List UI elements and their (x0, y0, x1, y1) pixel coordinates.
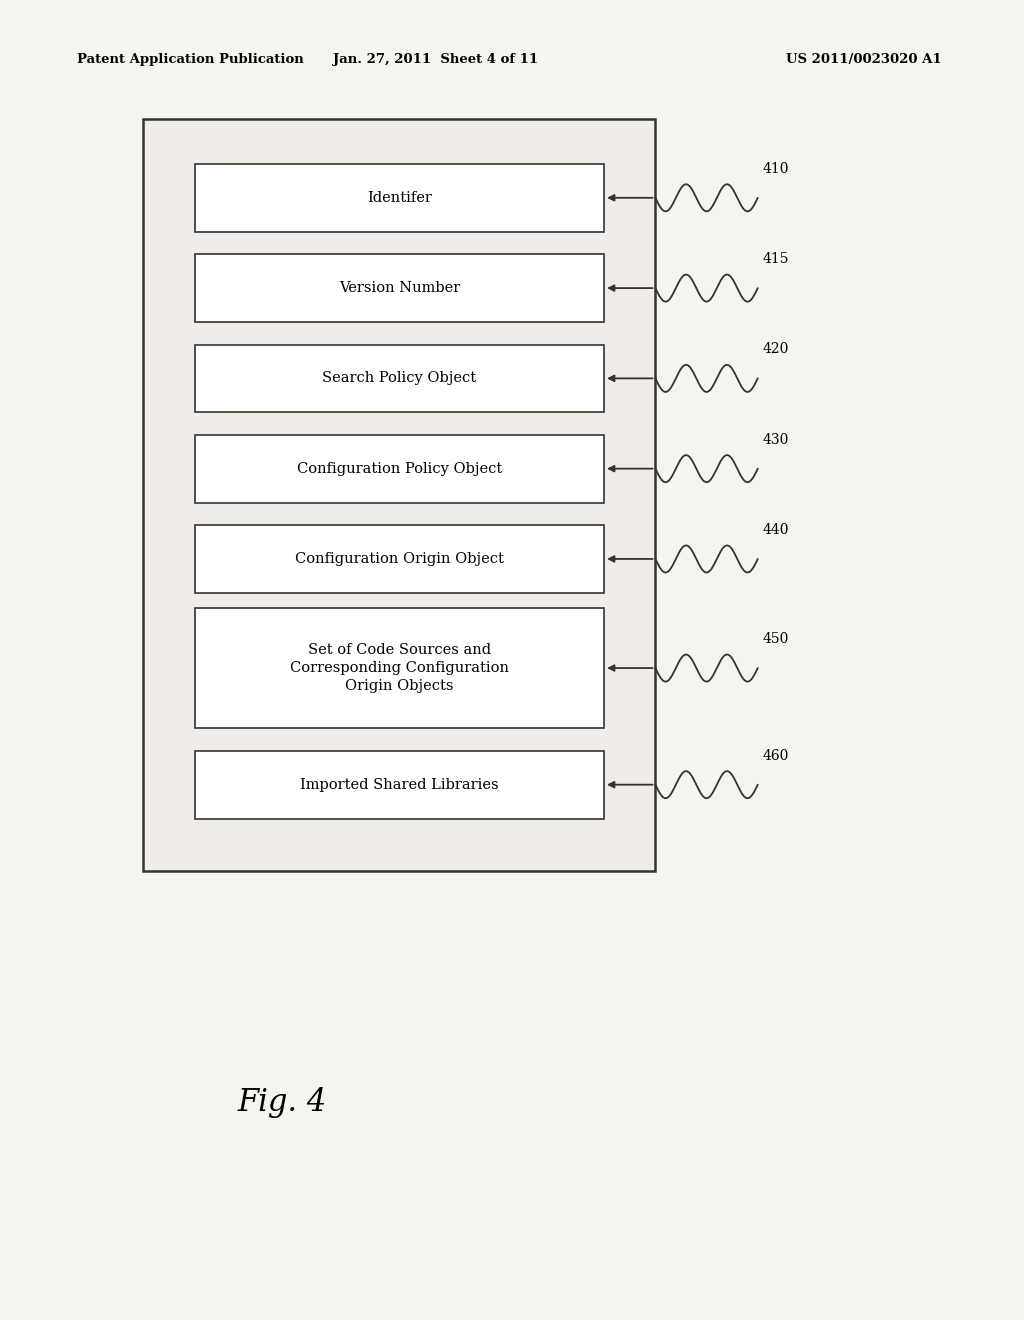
Bar (195, 751, 604, 818)
Text: US 2011/0023020 A1: US 2011/0023020 A1 (786, 53, 942, 66)
Text: Configuration Policy Object: Configuration Policy Object (297, 462, 502, 475)
Text: Patent Application Publication: Patent Application Publication (77, 53, 303, 66)
Text: 410: 410 (763, 162, 790, 176)
Bar (195, 345, 604, 412)
Text: Search Policy Object: Search Policy Object (323, 371, 476, 385)
Text: Jan. 27, 2011  Sheet 4 of 11: Jan. 27, 2011 Sheet 4 of 11 (333, 53, 538, 66)
Text: Configuration Origin Object: Configuration Origin Object (295, 552, 504, 566)
Text: 420: 420 (763, 342, 790, 356)
Text: Version Number: Version Number (339, 281, 460, 296)
Text: 430: 430 (763, 433, 790, 446)
Bar (143, 119, 655, 871)
Text: Identifer: Identifer (367, 191, 432, 205)
Bar (195, 607, 604, 729)
Text: Fig. 4: Fig. 4 (237, 1086, 327, 1118)
Text: 415: 415 (763, 252, 790, 267)
Bar (195, 434, 604, 503)
Text: 450: 450 (763, 632, 790, 645)
Text: 440: 440 (763, 523, 790, 537)
Text: Imported Shared Libraries: Imported Shared Libraries (300, 777, 499, 792)
Bar (195, 525, 604, 593)
Bar (195, 255, 604, 322)
Text: 460: 460 (763, 748, 790, 763)
Text: Set of Code Sources and
Corresponding Configuration
Origin Objects: Set of Code Sources and Corresponding Co… (290, 643, 509, 693)
Bar (195, 164, 604, 232)
